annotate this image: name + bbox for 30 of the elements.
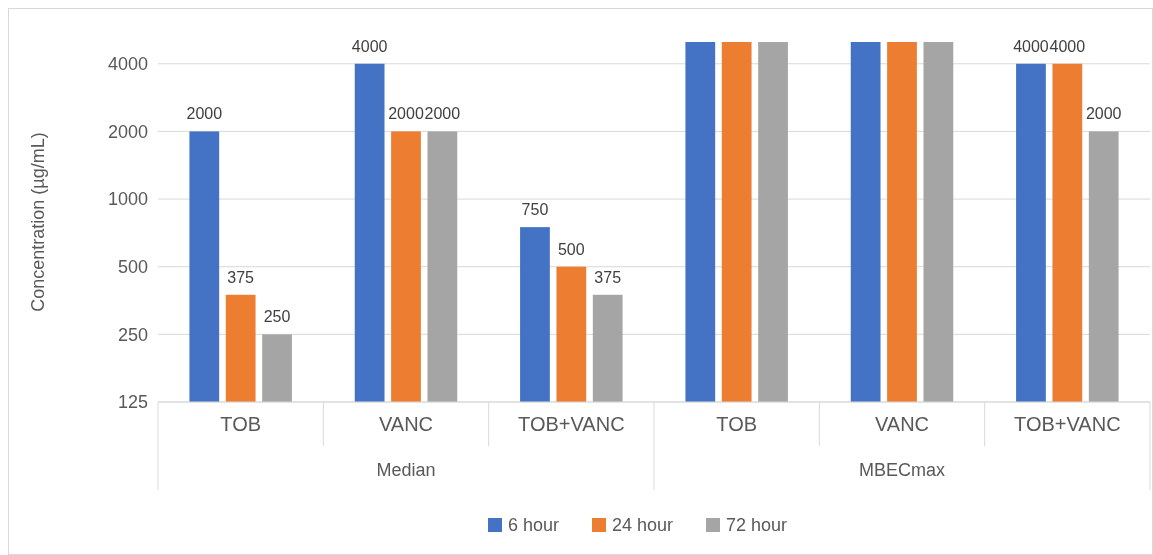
text: Median [376, 460, 436, 480]
data-label: 2000 [424, 105, 461, 123]
data-label: 2000 [186, 105, 223, 123]
data-label: 2000 [1085, 105, 1122, 123]
data-label: 4000 [1013, 37, 1049, 55]
x-tick-label: TOB [716, 413, 758, 435]
x-tick-label: VANC [378, 413, 434, 435]
legend-label: 72 hour [726, 515, 788, 536]
y-tick-label: 500 [117, 257, 148, 278]
data-label: 4000 [1049, 37, 1086, 55]
y-tick-label: 4000 [107, 54, 148, 75]
data-label: 375 [227, 268, 255, 286]
data-label: 2000 [388, 105, 424, 123]
data-label: 375 [594, 268, 622, 286]
y-tick-label: 1000 [107, 189, 148, 210]
data-label: 500 [557, 240, 585, 258]
x-tick-label: VANC [874, 413, 930, 435]
y-axis-title: Concentration (µg/mL) [28, 132, 49, 312]
y-tick-label: 250 [117, 324, 148, 345]
x-tick-label: TOB+VANC [518, 413, 625, 435]
legend-label: 6 hour [508, 515, 560, 536]
legend-label: 24 hour [612, 515, 674, 536]
data-label: 4000 [351, 37, 388, 55]
text: MBECmax [858, 460, 946, 480]
x-tick-label: TOB+VANC [1014, 413, 1121, 435]
x-tick-label: TOB [220, 413, 262, 435]
y-tick-label: 2000 [107, 121, 148, 142]
data-label: 750 [521, 201, 549, 219]
y-tick-label: 125 [117, 392, 148, 413]
data-label: 250 [263, 308, 291, 326]
